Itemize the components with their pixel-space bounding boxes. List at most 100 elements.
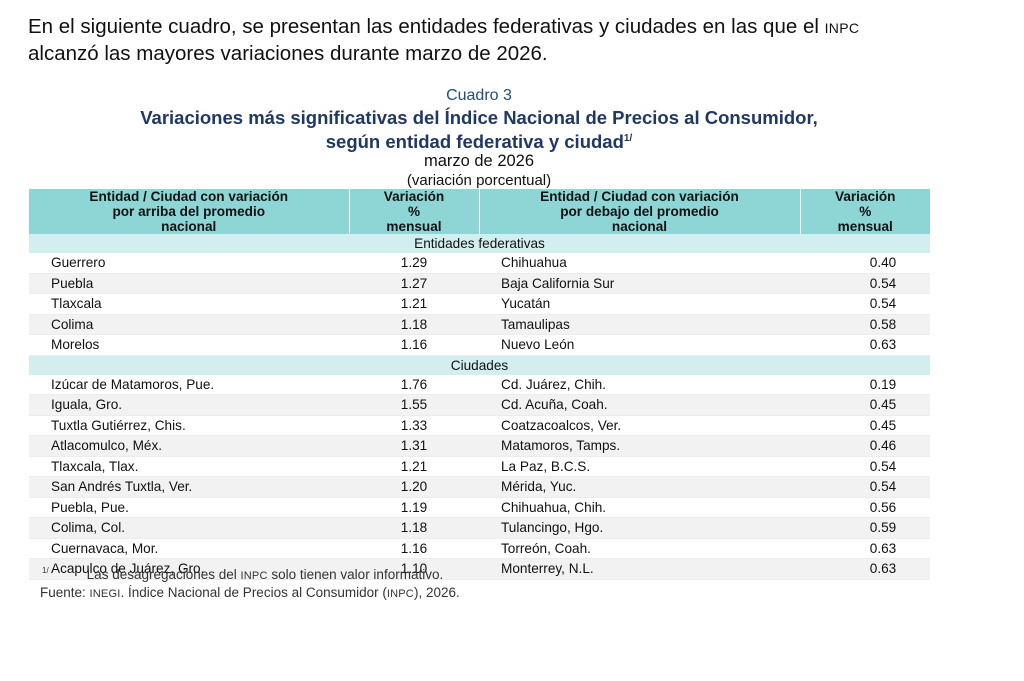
- section-label: Entidades federativas: [29, 234, 930, 253]
- footnote-abbrev: INPC: [240, 570, 268, 582]
- variation-above: 1.18: [349, 314, 479, 335]
- entity-below: Monterrey, N.L.: [479, 558, 800, 580]
- entity-below: Nuevo León: [479, 334, 800, 356]
- source-note: Fuente: INEGI. Índice Nacional de Precio…: [40, 585, 460, 600]
- variation-below: 0.45: [800, 415, 930, 436]
- source-abbrev: INPC: [386, 588, 414, 600]
- table-number: Cuadro 3: [446, 87, 512, 104]
- variation-below: 0.54: [800, 456, 930, 477]
- footnote-mark: 1/: [42, 566, 49, 575]
- entity-below: Tulancingo, Hgo.: [479, 517, 800, 539]
- variation-above: 1.10: [349, 558, 479, 580]
- variation-above: 1.16: [349, 538, 479, 559]
- table-row: Colima 1.18 Tamaulipas 0.58: [29, 314, 930, 335]
- variation-below: 0.63: [800, 334, 930, 356]
- entity-above: Puebla, Pue.: [29, 497, 349, 518]
- entity-above: Colima: [29, 314, 349, 335]
- table-row: Tuxtla Gutiérrez, Chis. 1.33 Coatzacoalcos…: [29, 415, 930, 436]
- table-row: Izúcar de Matamoros, Pue. 1.76 Cd. Juárez,…: [29, 374, 930, 395]
- intro-paragraph: En el siguiente cuadro, se presentan las…: [28, 14, 988, 66]
- table-title-line1: Variaciones más significativas del Índic…: [140, 107, 818, 128]
- header-above-average: Entidad / Ciudad con variación por arrib…: [29, 189, 350, 234]
- entity-above: Tuxtla Gutiérrez, Chis.: [29, 415, 349, 436]
- entity-below: Yucatán: [479, 293, 800, 315]
- variation-below: 0.40: [800, 253, 930, 274]
- entity-below: Cd. Acuña, Coah.: [479, 394, 800, 416]
- entity-below: Cd. Juárez, Chih.: [479, 374, 800, 395]
- entity-below: Coatzacoalcos, Ver.: [479, 415, 800, 436]
- variation-above: 1.29: [349, 253, 479, 274]
- entity-below: Chihuahua: [479, 253, 800, 274]
- header-variation-1: Variación % mensual: [349, 189, 480, 234]
- entity-below: La Paz, B.C.S.: [479, 456, 800, 477]
- header-variation-2: Variación % mensual: [800, 189, 930, 234]
- intro-text-after: alcanzó las mayores variaciones durante …: [28, 42, 548, 65]
- variation-above: 1.16: [349, 334, 479, 356]
- variation-above: 1.19: [349, 497, 479, 518]
- table-row: San Andrés Tuxtla, Ver. 1.20 Mérida, Yuc. 0…: [29, 476, 930, 498]
- entity-above: Guerrero: [29, 253, 349, 274]
- variation-below: 0.46: [800, 435, 930, 457]
- variation-below: 0.63: [800, 558, 930, 580]
- entity-below: Torreón, Coah.: [479, 538, 800, 559]
- header-below-average: Entidad / Ciudad con variación por debaj…: [479, 189, 801, 234]
- entity-below: Mérida, Yuc.: [479, 476, 800, 498]
- variation-below: 0.45: [800, 394, 930, 416]
- footnote: 1/Las desagregaciones del INPC solo tien…: [42, 566, 443, 582]
- variation-below: 0.59: [800, 517, 930, 539]
- table-title: Variaciones más significativas del Índic…: [28, 107, 930, 152]
- table-row: Cuernavaca, Mor. 1.16 Torreón, Coah. 0.63: [29, 538, 930, 559]
- entity-above: Iguala, Gro.: [29, 394, 349, 416]
- entity-above: Izúcar de Matamoros, Pue.: [29, 374, 349, 395]
- variation-above: 1.20: [349, 476, 479, 498]
- entity-above: Colima, Col.: [29, 517, 349, 539]
- variation-above: 1.21: [349, 456, 479, 477]
- variation-above: 1.55: [349, 394, 479, 416]
- variation-above: 1.27: [349, 273, 479, 294]
- variation-below: 0.56: [800, 497, 930, 518]
- title-footnote-mark: 1/: [623, 133, 633, 144]
- source-org: INEGI: [89, 588, 121, 600]
- entity-above: San Andrés Tuxtla, Ver.: [29, 476, 349, 498]
- section-row: Entidades federativas: [29, 234, 930, 253]
- table-header-row: Entidad / Ciudad con variación por arrib…: [29, 189, 930, 234]
- table-date: marzo de 2026: [423, 152, 535, 170]
- intro-text-before: En el siguiente cuadro, se presentan las…: [28, 15, 825, 38]
- table-row: Colima, Col. 1.18 Tulancingo, Hgo. 0.59: [29, 517, 930, 539]
- table-title-line2: según entidad federativa y ciudad: [325, 131, 624, 152]
- variation-below: 0.54: [800, 273, 930, 294]
- table-row: Tlaxcala 1.21 Yucatán 0.54: [29, 293, 930, 315]
- table-row: Morelos 1.16 Nuevo León 0.63: [29, 334, 930, 356]
- entity-above: Acapulco de Juárez, Gro.: [29, 558, 349, 580]
- variation-below: 0.19: [800, 374, 930, 395]
- entity-below: Baja California Sur: [479, 273, 800, 294]
- variation-below: 0.54: [800, 293, 930, 315]
- entity-below: Tamaulipas: [479, 314, 800, 335]
- table-row: Guerrero 1.29 Chihuahua 0.40: [29, 253, 930, 274]
- table-row: Iguala, Gro. 1.55 Cd. Acuña, Coah. 0.45: [29, 394, 930, 416]
- variation-below: 0.63: [800, 538, 930, 559]
- entity-below: Chihuahua, Chih.: [479, 497, 800, 518]
- variation-above: 1.31: [349, 435, 479, 457]
- variations-table: Entidad / Ciudad con variación por arrib…: [29, 189, 930, 580]
- table-row: Atlacomulco, Méx. 1.31 Matamoros, Tamps. 0.…: [29, 435, 930, 457]
- intro-abbrev: INPC: [824, 20, 860, 36]
- entity-above: Cuernavaca, Mor.: [29, 538, 349, 559]
- source-label: Fuente:: [40, 585, 90, 600]
- entity-above: Atlacomulco, Méx.: [29, 435, 349, 457]
- footnote-text-after: solo tienen valor informativo.: [267, 567, 444, 582]
- table-body: Entidades federativas Guerrero 1.29 Chihuah…: [29, 234, 930, 580]
- table-row: Puebla 1.27 Baja California Sur 0.54: [29, 273, 930, 294]
- variation-above: 1.33: [349, 415, 479, 436]
- table-row: Acapulco de Juárez, Gro. 1.10 Monterrey, N…: [29, 558, 930, 580]
- entity-above: Tlaxcala, Tlax.: [29, 456, 349, 477]
- entity-above: Morelos: [29, 334, 349, 356]
- variation-above: 1.76: [349, 374, 479, 395]
- entity-below: Matamoros, Tamps.: [479, 435, 800, 457]
- variation-above: 1.21: [349, 293, 479, 315]
- variation-below: 0.58: [800, 314, 930, 335]
- footnote-text-before: Las desagregaciones del: [86, 567, 241, 582]
- table-unit: (variación porcentual): [406, 172, 552, 189]
- source-text-before: . Índice Nacional de Precios al Consumid…: [120, 585, 387, 600]
- source-text-after: ), 2026.: [413, 585, 460, 600]
